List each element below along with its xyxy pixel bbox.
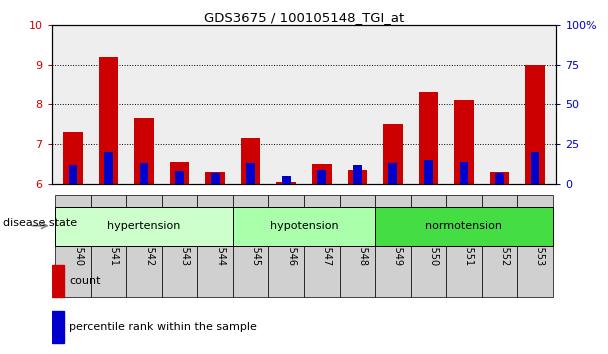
Bar [175,171,184,184]
Bar [489,172,510,184]
Bar [140,164,148,184]
Bar [233,195,269,297]
Bar [91,195,126,297]
Bar [206,172,225,184]
Bar [211,173,219,184]
Bar [419,92,438,184]
Text: GSM493552: GSM493552 [499,207,510,266]
Text: normotension: normotension [426,221,502,231]
Bar [339,195,375,297]
Bar [454,101,474,184]
Bar [104,152,113,184]
Bar [55,207,233,246]
Bar [482,195,517,297]
Bar [198,195,233,297]
Bar [63,132,83,184]
Bar [304,195,339,297]
Text: GSM493550: GSM493550 [429,207,438,266]
Text: GSM493545: GSM493545 [250,207,261,266]
Text: GSM493546: GSM493546 [286,207,296,266]
Bar [134,118,154,184]
Text: GSM493543: GSM493543 [179,207,190,266]
Bar [495,173,504,184]
Text: percentile rank within the sample: percentile rank within the sample [69,322,257,332]
Bar [241,138,260,184]
Title: GDS3675 / 100105148_TGI_at: GDS3675 / 100105148_TGI_at [204,11,404,24]
Text: hypertension: hypertension [108,221,181,231]
Bar [52,265,64,297]
Bar [353,165,362,184]
Bar [383,124,402,184]
Bar [269,195,304,297]
Text: hypotension: hypotension [270,221,338,231]
Bar [517,195,553,297]
Text: GSM493549: GSM493549 [393,207,403,266]
Bar [126,195,162,297]
Bar [525,64,545,184]
Bar [98,57,119,184]
Text: disease state: disease state [3,218,77,228]
Bar [348,170,367,184]
Bar [446,195,482,297]
Bar [55,195,91,297]
Bar [246,164,255,184]
Bar [233,207,375,246]
Text: GSM493551: GSM493551 [464,207,474,266]
Text: GSM493548: GSM493548 [358,207,367,266]
Text: GSM493542: GSM493542 [144,207,154,266]
Bar [531,152,539,184]
Bar [282,176,291,184]
Bar [312,164,331,184]
Text: count: count [69,276,101,286]
Bar [52,311,64,343]
Text: GSM493541: GSM493541 [109,207,119,266]
Bar [424,160,433,184]
Text: GSM493553: GSM493553 [535,207,545,266]
Bar [375,207,553,246]
Text: GSM493544: GSM493544 [215,207,225,266]
Text: GSM493547: GSM493547 [322,207,332,266]
Bar [277,182,296,184]
Bar [389,164,397,184]
Bar [170,162,189,184]
Bar [410,195,446,297]
Bar [375,195,410,297]
Bar [460,162,468,184]
Bar [317,170,326,184]
Bar [69,165,77,184]
Bar [162,195,198,297]
Text: GSM493540: GSM493540 [73,207,83,266]
